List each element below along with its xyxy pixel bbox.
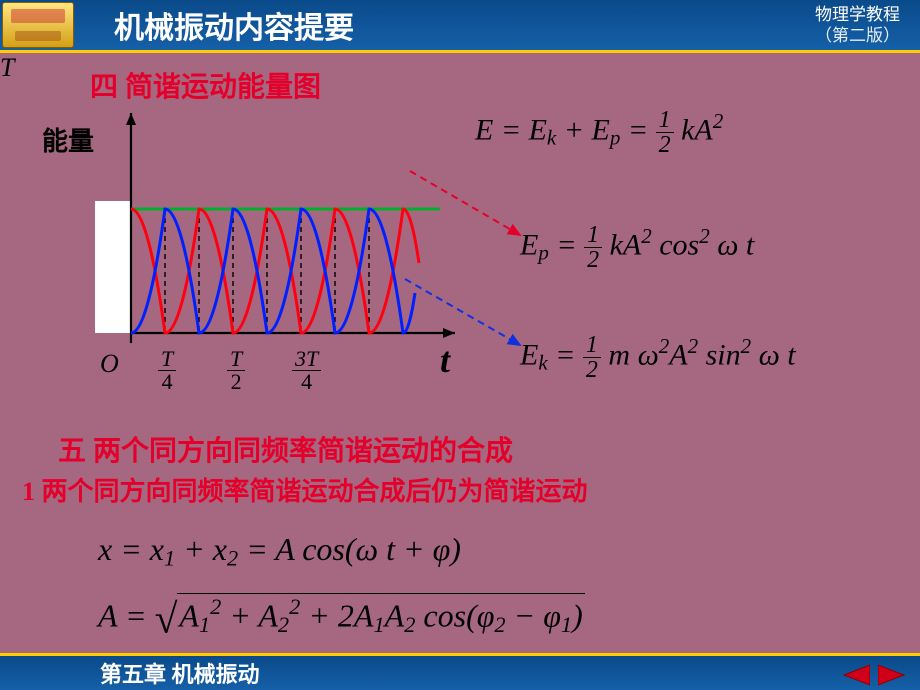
- section5-heading: 五 两个同方向同频率简谐运动的合成: [58, 429, 513, 469]
- content-area: 四 简谐运动能量图 能量: [0, 53, 920, 656]
- subtitle-line1: 物理学教程: [815, 4, 900, 25]
- leader-lines: [0, 53, 560, 383]
- slide: 机械振动内容提要 物理学教程 （第二版） 四 简谐运动能量图 能量: [0, 0, 920, 690]
- section5-sub: 1 两个同方向同频率简谐运动合成后仍为简谐运动: [22, 471, 588, 508]
- slide-title: 机械振动内容提要: [114, 3, 354, 47]
- eq-superposition-x: x = x1 + x2 = A cos(ω t + φ): [98, 531, 461, 572]
- footer-bar: 第五章 机械振动: [0, 656, 920, 690]
- eq-potential-energy: Ep = 12 kA2 cos2 ω t: [520, 223, 754, 272]
- book-logo-icon: [2, 2, 74, 48]
- header-bar: 机械振动内容提要 物理学教程 （第二版）: [0, 0, 920, 50]
- footer-text: 第五章 机械振动: [100, 657, 260, 689]
- next-arrow-icon[interactable]: [878, 662, 908, 688]
- eq-total-energy: E = Ek + Ep = 12 kA2: [475, 108, 723, 157]
- nav-arrows: [840, 662, 908, 688]
- subtitle-line2: （第二版）: [815, 25, 900, 46]
- eq-amplitude: A = √A12 + A22 + 2A1A2 cos(φ2 − φ1): [98, 593, 585, 643]
- header-subtitle: 物理学教程 （第二版）: [815, 4, 900, 47]
- eq-kinetic-energy: Ek = 12 m ω2A2 sin2 ω t: [520, 333, 796, 382]
- prev-arrow-icon[interactable]: [840, 662, 870, 688]
